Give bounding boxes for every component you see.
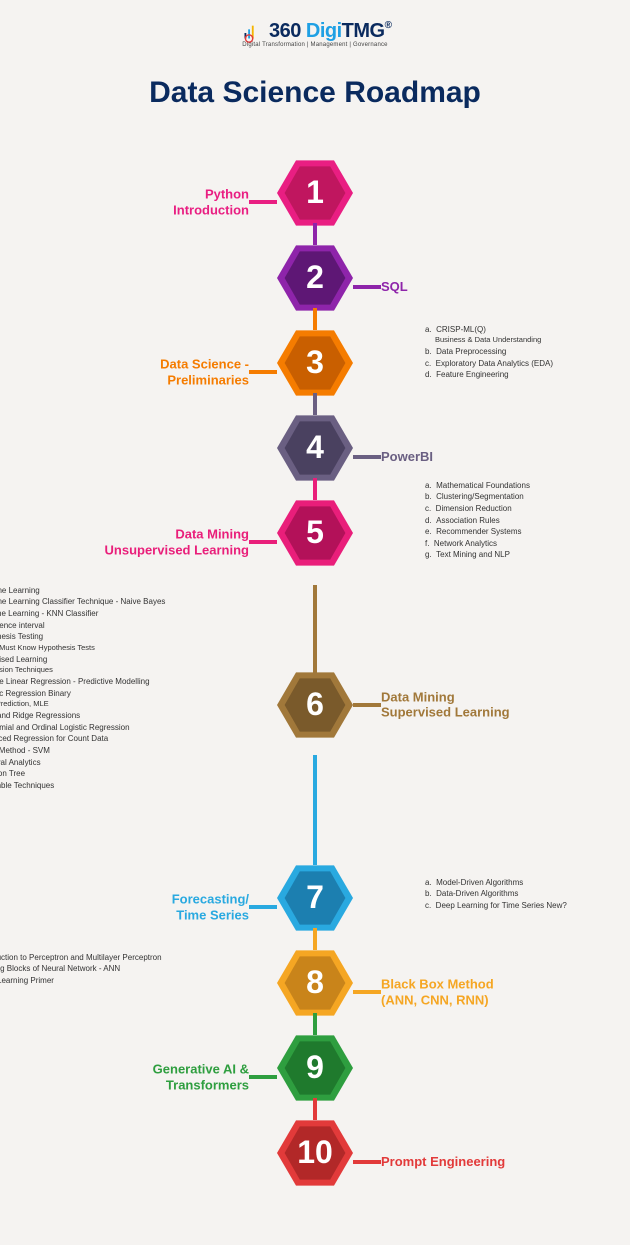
step-number: 4 (306, 429, 324, 466)
step-details: a. Model-Driven Algorithmsb. Data-Driven… (425, 877, 605, 912)
detail-item: d. Feature Engineering (425, 369, 605, 381)
detail-item: g. Text Mining and NLP (425, 549, 605, 561)
detail-item: c. Machine Learning - KNN Classifier (0, 608, 205, 620)
step-label: PowerBI (381, 449, 541, 465)
step-number: 7 (306, 879, 324, 916)
detail-item: f. Network Analytics (425, 538, 605, 550)
step-hex-8: 8 (277, 950, 353, 1016)
registered-mark: ® (385, 20, 392, 31)
logo-mid: Digi (306, 20, 342, 42)
connector-vertical (313, 755, 317, 865)
connector-horizontal (249, 540, 277, 544)
detail-item: l. Kernel Method - SVM (0, 745, 205, 757)
connector-horizontal (353, 990, 381, 994)
detail-item: b. Building Blocks of Neural Network - A… (0, 963, 205, 975)
detail-item: c. Dimension Reduction (425, 503, 605, 515)
roadmap-container: 1 PythonIntroduction 2 SQL 3 Data Science -… (10, 160, 620, 1205)
connector-vertical (313, 1013, 317, 1035)
connector-horizontal (353, 285, 381, 289)
detail-item: e. Recommender Systems (425, 526, 605, 538)
detail-item: i. Lasso and Ridge Regressions (0, 710, 205, 722)
detail-item: b. Data Preprocessing (425, 346, 605, 358)
step-details: a. Introduction to Perceptron and Multil… (0, 952, 205, 987)
step-hex-6: 6 (277, 672, 353, 738)
connector-vertical (313, 478, 317, 500)
step-number: 5 (306, 514, 324, 551)
step-number: 2 (306, 259, 324, 296)
page-title: Data Science Roadmap (10, 76, 620, 110)
connector-horizontal (249, 200, 277, 204)
step-details: a. Mathematical Foundationsb. Clustering… (425, 480, 605, 561)
step-number: 8 (306, 964, 324, 1001)
detail-item: f. Supervised LearningRegression Techniq… (0, 654, 205, 676)
connector-horizontal (353, 703, 381, 707)
detail-item: a. Model-Driven Algorithms (425, 877, 605, 889)
detail-item: a. CRISP-ML(Q)Business & Data Understand… (425, 324, 605, 346)
connector-horizontal (249, 905, 277, 909)
step-number: 9 (306, 1049, 324, 1086)
step-label: Black Box Method(ANN, CNN, RNN) (381, 977, 541, 1008)
connector-horizontal (249, 370, 277, 374)
step-label: Forecasting/Time Series (89, 892, 249, 923)
step-number: 1 (306, 174, 324, 211)
detail-item: k. Advanced Regression for Count Data (0, 733, 205, 745)
step-hex-1: 1 (277, 160, 353, 226)
step-number: 10 (297, 1134, 333, 1171)
detail-item: c. Deep Learning for Time Series New? (425, 900, 605, 912)
detail-item: g. Multiple Linear Regression - Predicti… (0, 676, 205, 688)
roadmap-step-5: 5Data MiningUnsupervised Learninga. Math… (10, 500, 620, 585)
detail-item: d. Association Rules (425, 515, 605, 527)
step-hex-3: 3 (277, 330, 353, 396)
connector-horizontal (353, 455, 381, 459)
logo-icon (239, 22, 261, 44)
step-hex-7: 7 (277, 865, 353, 931)
step-number: 3 (306, 344, 324, 381)
step-label: SQL (381, 279, 541, 295)
step-label: Data MiningSupervised Learning (381, 689, 541, 720)
step-hex-4: 4 (277, 415, 353, 481)
logo-text: 360 DigiTMG® (269, 20, 392, 42)
step-label: Data Science -Preliminaries (89, 357, 249, 388)
step-number: 6 (306, 686, 324, 723)
detail-item: c. Exploratory Data Analytics (EDA) (425, 358, 605, 370)
step-details: a. Machine Learningb. Machine Learning C… (0, 585, 205, 792)
logo-block: 360 DigiTMG® Digital Transformation | Ma… (10, 20, 620, 51)
step-label: Prompt Engineering (381, 1154, 541, 1170)
step-label: PythonIntroduction (89, 187, 249, 218)
connector-vertical (313, 393, 317, 415)
detail-item: o. Ensemble Techniques (0, 780, 205, 792)
connector-vertical (313, 1098, 317, 1120)
detail-item: e. Hypothesis TestingThe '4' Must Know H… (0, 631, 205, 653)
step-label: Data MiningUnsupervised Learning (89, 527, 249, 558)
logo-tagline: Digital Transformation | Management | Go… (239, 42, 392, 48)
connector-vertical (313, 928, 317, 950)
detail-item: b. Machine Learning Classifier Technique… (0, 596, 205, 608)
step-hex-5: 5 (277, 500, 353, 566)
detail-item: m. Survival Analytics (0, 757, 205, 769)
step-hex-9: 9 (277, 1035, 353, 1101)
detail-item: a. Mathematical Foundations (425, 480, 605, 492)
connector-horizontal (353, 1160, 381, 1164)
detail-item: c. Deep Learning Primer (0, 975, 205, 987)
detail-item: a. Machine Learning (0, 585, 205, 597)
roadmap-step-10: 10 Prompt Engineering (10, 1120, 620, 1205)
step-hex-2: 2 (277, 245, 353, 311)
detail-item: b. Data-Driven Algorithms (425, 888, 605, 900)
detail-item: j. Multinomial and Ordinal Logistic Regr… (0, 722, 205, 734)
step-details: a. CRISP-ML(Q)Business & Data Understand… (425, 324, 605, 381)
detail-item: a. Introduction to Perceptron and Multil… (0, 952, 205, 964)
step-label: Generative AI &Transformers (89, 1062, 249, 1093)
connector-vertical (313, 308, 317, 330)
detail-item: h. Logistic Regression BinaryValue Predi… (0, 688, 205, 710)
connector-vertical (313, 223, 317, 245)
detail-item: b. Clustering/Segmentation (425, 491, 605, 503)
connector-horizontal (249, 1075, 277, 1079)
connector-vertical (313, 585, 317, 685)
detail-item: n. Decision Tree (0, 768, 205, 780)
detail-item: d. Confidence interval (0, 620, 205, 632)
step-hex-10: 10 (277, 1120, 353, 1186)
logo-prefix: 360 (269, 20, 306, 42)
logo-suffix: TMG (342, 20, 385, 42)
logo: 360 DigiTMG® Digital Transformation | Ma… (239, 20, 392, 48)
